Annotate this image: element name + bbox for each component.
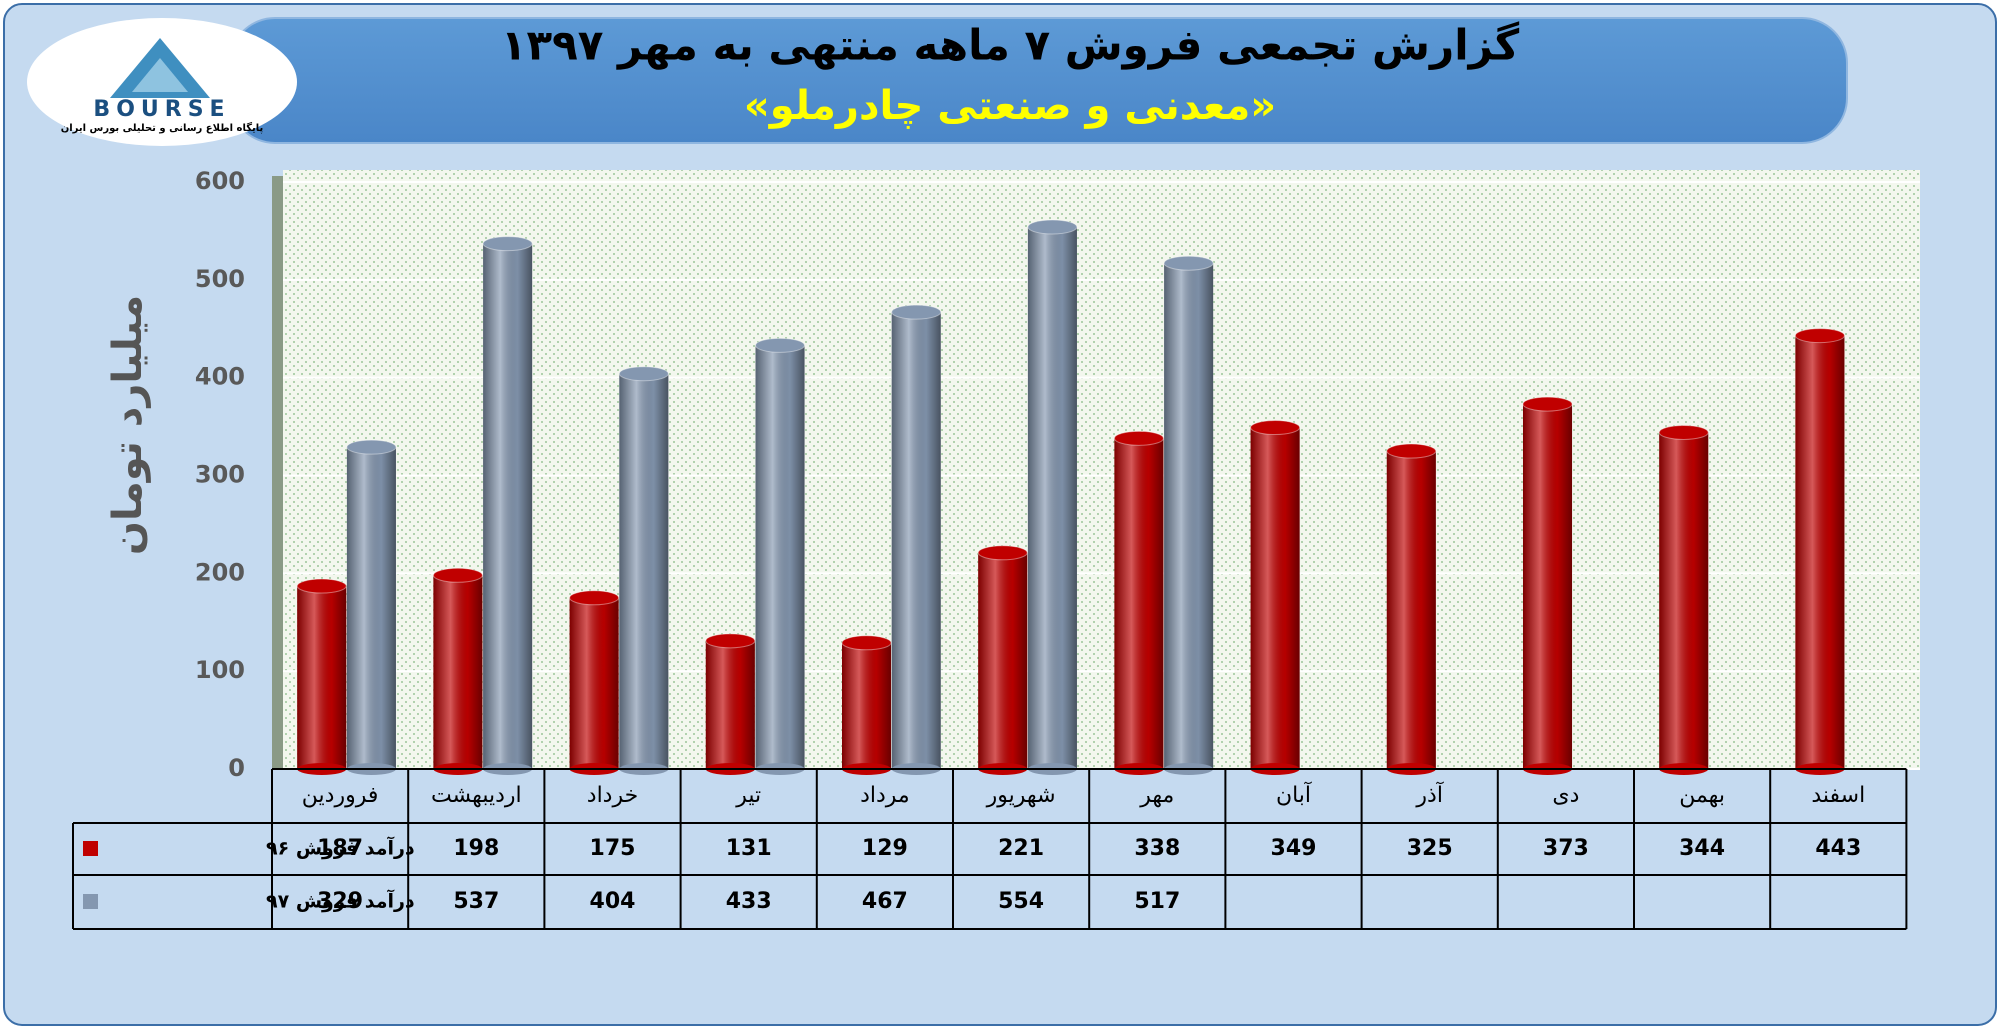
logo-caption: پایگاه اطلاع رسانی و تحلیلی بورس ایران <box>61 121 264 134</box>
table-value: 198 <box>453 836 499 861</box>
bar-cap <box>1250 420 1301 436</box>
x-tick-label: بهمن <box>1679 783 1725 808</box>
bar-cap <box>841 635 892 651</box>
bar-shading <box>1659 432 1709 769</box>
bar-shading <box>978 552 1028 769</box>
table-value: 131 <box>726 836 772 861</box>
bar-cap <box>1658 424 1709 440</box>
bar-cap <box>755 337 806 353</box>
chart-title: گزارش تجمعی فروش ۷ ماهه منتهی به مهر ۱۳۹… <box>501 21 1520 71</box>
table-value: 329 <box>317 889 363 914</box>
table-value: 344 <box>1679 836 1725 861</box>
table-value: 433 <box>726 889 772 914</box>
bar-cap <box>1027 219 1078 235</box>
y-tick-label: 100 <box>195 656 245 684</box>
table-value: 349 <box>1271 836 1317 861</box>
bar-shading <box>1522 404 1573 769</box>
bar-shading <box>1795 335 1845 769</box>
logo-icon <box>132 58 188 92</box>
chart-subtitle: «معدنی و صنعتی چادرملو» <box>744 83 1276 129</box>
table-value: 467 <box>862 889 908 914</box>
bar-cap <box>1794 328 1845 344</box>
legend-label: درآمد فروش ۹۷ <box>266 889 415 913</box>
bar-shading <box>569 597 619 769</box>
bar-cap <box>1386 443 1437 459</box>
legend-swatch <box>83 841 98 856</box>
bar-shading <box>483 243 533 769</box>
bar-cap <box>296 578 347 594</box>
plot-area <box>283 170 1920 769</box>
table-value: 537 <box>453 889 499 914</box>
legend-swatch <box>83 894 98 909</box>
bar-shading <box>1114 438 1164 769</box>
x-tick-label: اردیبهشت <box>431 783 522 808</box>
bar-shading <box>619 373 669 769</box>
y-tick-label: 0 <box>228 754 245 782</box>
bar-cap <box>346 439 397 455</box>
x-tick-label: تیر <box>735 783 761 808</box>
table-value: 554 <box>998 889 1044 914</box>
logo: BOURSE پایگاه اطلاع رسانی و تحلیلی بورس … <box>27 18 297 146</box>
x-tick-label: آذر <box>1415 781 1443 808</box>
table-value: 404 <box>590 889 636 914</box>
bar-cap <box>618 366 669 382</box>
bar-cap <box>1522 396 1573 412</box>
bar-shading <box>755 345 805 769</box>
x-tick-label: دی <box>1552 783 1579 808</box>
table-value: 517 <box>1134 889 1180 914</box>
x-tick-label: فروردین <box>302 783 379 808</box>
bar-cap <box>569 590 620 606</box>
logo-name: BOURSE <box>93 97 230 122</box>
x-tick-label: مرداد <box>860 783 910 808</box>
table-value: 221 <box>998 836 1044 861</box>
table-value: 373 <box>1543 836 1589 861</box>
bar-shading <box>433 575 483 769</box>
y-tick-label: 400 <box>195 363 245 391</box>
table-value: 175 <box>590 836 636 861</box>
bar-cap <box>977 545 1028 561</box>
bar-shading <box>346 447 396 769</box>
bar-shading <box>891 312 941 769</box>
bar-cap <box>1113 430 1164 446</box>
bar-shading <box>1250 427 1300 769</box>
bar-cap <box>705 633 756 649</box>
table-value: 338 <box>1134 836 1180 861</box>
table-value: 129 <box>862 836 908 861</box>
x-tick-label: شهریور <box>986 783 1056 808</box>
table-value: 443 <box>1815 836 1861 861</box>
y-tick-label: 300 <box>195 461 245 489</box>
x-tick-label: اسفند <box>1811 783 1865 808</box>
table-value: 187 <box>317 836 363 861</box>
bar-cap <box>1163 255 1214 271</box>
legend-label: درآمد فروش ۹۶ <box>266 836 415 860</box>
y-tick-label: 500 <box>195 265 245 293</box>
bar-shading <box>705 640 755 769</box>
y-axis-wall <box>272 176 283 769</box>
table-value: 325 <box>1407 836 1453 861</box>
bar-shading <box>1386 451 1436 769</box>
bar-cap <box>891 304 942 320</box>
bar-shading <box>1027 227 1077 770</box>
bar-shading <box>841 642 892 769</box>
bar-cap <box>432 567 483 583</box>
bar-shading <box>297 586 347 769</box>
y-tick-label: 600 <box>195 167 245 195</box>
x-tick-label: آبان <box>1276 781 1312 808</box>
bar-cap <box>482 236 533 252</box>
x-tick-label: مهر <box>1139 783 1174 808</box>
bar-shading <box>1164 263 1214 769</box>
y-tick-label: 200 <box>195 558 245 586</box>
y-axis-label: میلیارد تومان <box>105 295 151 555</box>
x-tick-label: خرداد <box>587 783 638 808</box>
